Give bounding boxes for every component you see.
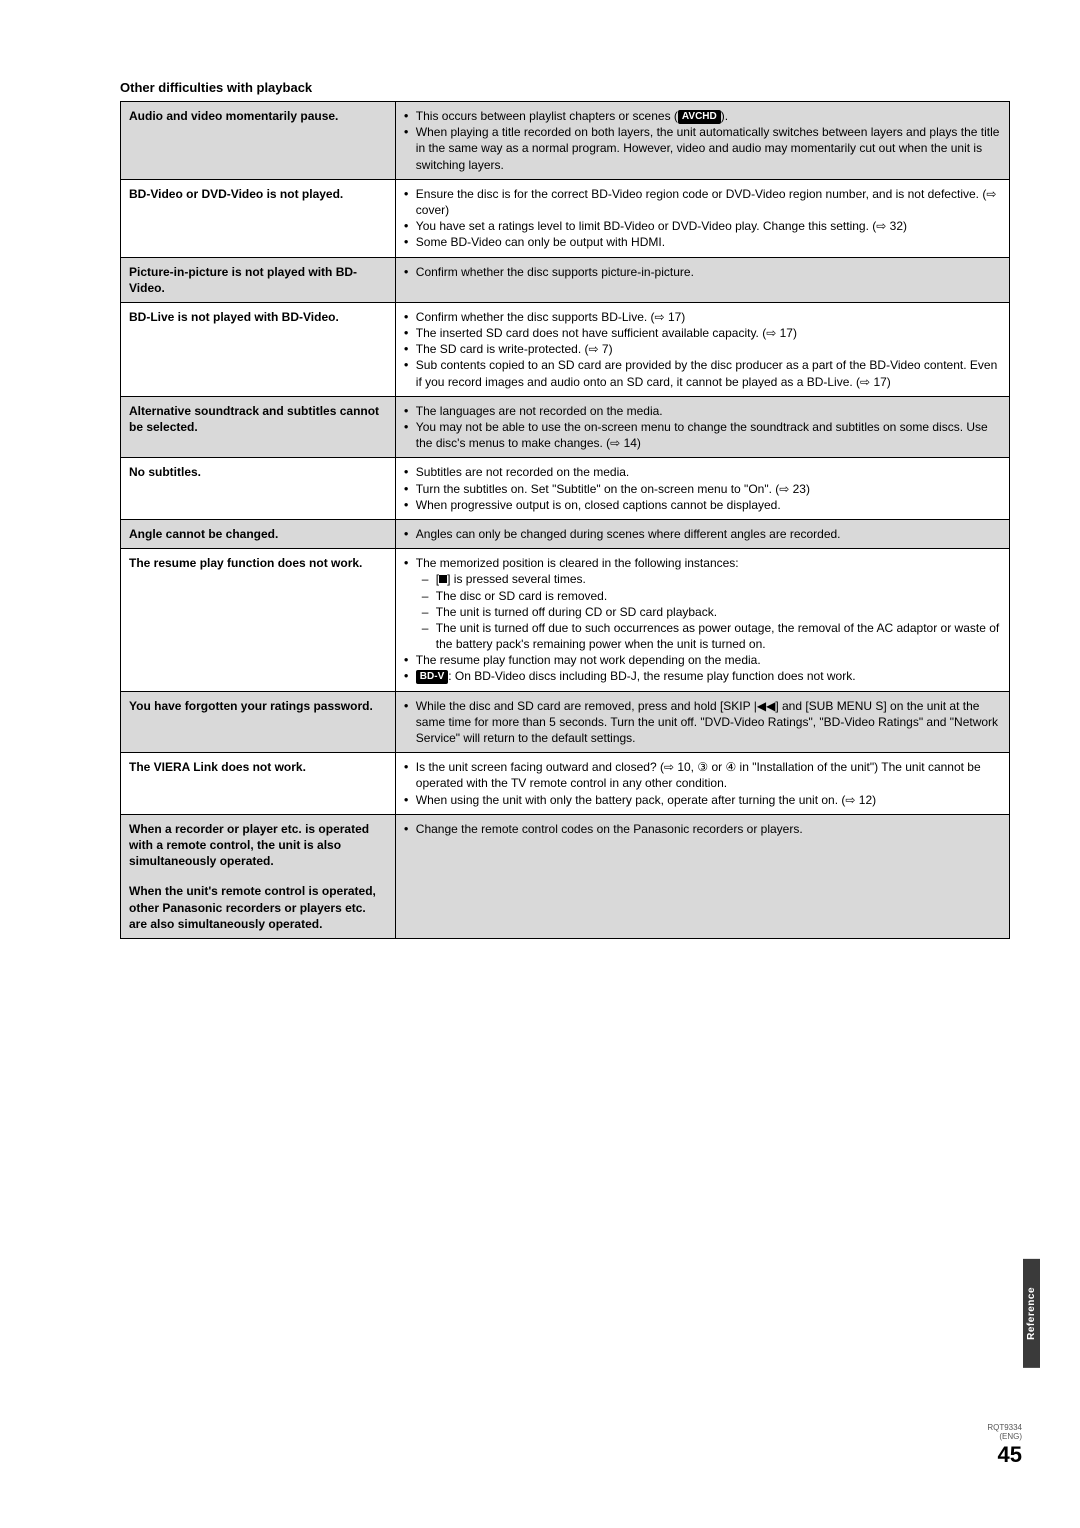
issue-cell: Picture-in-picture is not played with BD… <box>121 257 396 302</box>
issue-cell: When a recorder or player etc. is operat… <box>121 814 396 938</box>
table-row: Audio and video momentarily pause. This o… <box>121 102 1010 180</box>
page-number: 45 <box>987 1442 1022 1468</box>
side-tab-reference: Reference <box>1023 1259 1040 1368</box>
table-row: Alternative soundtrack and subtitles can… <box>121 396 1010 458</box>
bullet-item: You may not be able to use the on-screen… <box>404 419 1001 451</box>
bullet-item: When playing a title recorded on both la… <box>404 124 1001 173</box>
table-row: The resume play function does not work. T… <box>121 549 1010 692</box>
section-title: Other difficulties with playback <box>120 80 1010 95</box>
issue-cell: BD-Live is not played with BD-Video. <box>121 302 396 396</box>
solution-cell: While the disc and SD card are removed, … <box>395 691 1009 753</box>
issue-cell: BD-Video or DVD-Video is not played. <box>121 179 396 257</box>
solution-cell: Is the unit screen facing outward and cl… <box>395 753 1009 815</box>
solution-cell: Confirm whether the disc supports BD-Liv… <box>395 302 1009 396</box>
table-row: BD-Live is not played with BD-Video. Conf… <box>121 302 1010 396</box>
issue-cell: Alternative soundtrack and subtitles can… <box>121 396 396 458</box>
table-row: No subtitles.Subtitles are not recorded … <box>121 458 1010 520</box>
bullet-item: When progressive output is on, closed ca… <box>404 497 1001 513</box>
bullet-item: This occurs between playlist chapters or… <box>404 108 1001 124</box>
bullet-item: Subtitles are not recorded on the media. <box>404 464 1001 480</box>
solution-cell: Confirm whether the disc supports pictur… <box>395 257 1009 302</box>
table-row: When a recorder or player etc. is operat… <box>121 814 1010 938</box>
dash-item: [] is pressed several times. <box>422 571 1001 587</box>
solution-cell: This occurs between playlist chapters or… <box>395 102 1009 180</box>
page-code-2: (ENG) <box>987 1433 1022 1442</box>
bullet-item: Some BD-Video can only be output with HD… <box>404 234 1001 250</box>
bullet-item: Angles can only be changed during scenes… <box>404 526 1001 542</box>
bullet-item: Change the remote control codes on the P… <box>404 821 1001 837</box>
bullet-item: Confirm whether the disc supports BD-Liv… <box>404 309 1001 325</box>
issue-cell: The resume play function does not work. <box>121 549 396 692</box>
table-row: Angle cannot be changed. Angles can only … <box>121 519 1010 548</box>
issue-cell: The VIERA Link does not work. <box>121 753 396 815</box>
bullet-item: The languages are not recorded on the me… <box>404 403 1001 419</box>
format-badge: AVCHD <box>678 110 721 124</box>
solution-cell: Subtitles are not recorded on the media.… <box>395 458 1009 520</box>
solution-cell: The memorized position is cleared in the… <box>395 549 1009 692</box>
solution-cell: Change the remote control codes on the P… <box>395 814 1009 938</box>
solution-cell: The languages are not recorded on the me… <box>395 396 1009 458</box>
dash-item: The unit is turned off during CD or SD c… <box>422 604 1001 620</box>
issue-cell: No subtitles. <box>121 458 396 520</box>
table-row: The VIERA Link does not work.Is the unit… <box>121 753 1010 815</box>
issue-cell: Audio and video momentarily pause. <box>121 102 396 180</box>
bullet-item: You have set a ratings level to limit BD… <box>404 218 1001 234</box>
troubleshooting-table: Audio and video momentarily pause. This o… <box>120 101 1010 939</box>
bullet-item: Is the unit screen facing outward and cl… <box>404 759 1001 791</box>
bullet-item: BD-V: On BD-Video discs including BD-J, … <box>404 668 1001 684</box>
solution-cell: Angles can only be changed during scenes… <box>395 519 1009 548</box>
bullet-item: Confirm whether the disc supports pictur… <box>404 264 1001 280</box>
bullet-item: The inserted SD card does not have suffi… <box>404 325 1001 341</box>
bullet-item: The memorized position is cleared in the… <box>404 555 1001 571</box>
table-row: BD-Video or DVD-Video is not played.Ensu… <box>121 179 1010 257</box>
dash-item: The disc or SD card is removed. <box>422 588 1001 604</box>
bullet-item: When using the unit with only the batter… <box>404 792 1001 808</box>
issue-cell: You have forgotten your ratings password… <box>121 691 396 753</box>
bullet-item: The SD card is write-protected. (⇨ 7) <box>404 341 1001 357</box>
page-number-block: RQT9334 (ENG) 45 <box>987 1424 1022 1468</box>
bullet-item: While the disc and SD card are removed, … <box>404 698 1001 747</box>
bullet-item: Ensure the disc is for the correct BD-Vi… <box>404 186 1001 218</box>
table-row: Picture-in-picture is not played with BD… <box>121 257 1010 302</box>
bullet-item: The resume play function may not work de… <box>404 652 1001 668</box>
stop-icon <box>439 575 447 583</box>
table-row: You have forgotten your ratings password… <box>121 691 1010 753</box>
bullet-item: Sub contents copied to an SD card are pr… <box>404 357 1001 389</box>
dash-item: The unit is turned off due to such occur… <box>422 620 1001 652</box>
bullet-item: Turn the subtitles on. Set "Subtitle" on… <box>404 481 1001 497</box>
format-badge: BD-V <box>416 670 448 684</box>
solution-cell: Ensure the disc is for the correct BD-Vi… <box>395 179 1009 257</box>
issue-cell: Angle cannot be changed. <box>121 519 396 548</box>
